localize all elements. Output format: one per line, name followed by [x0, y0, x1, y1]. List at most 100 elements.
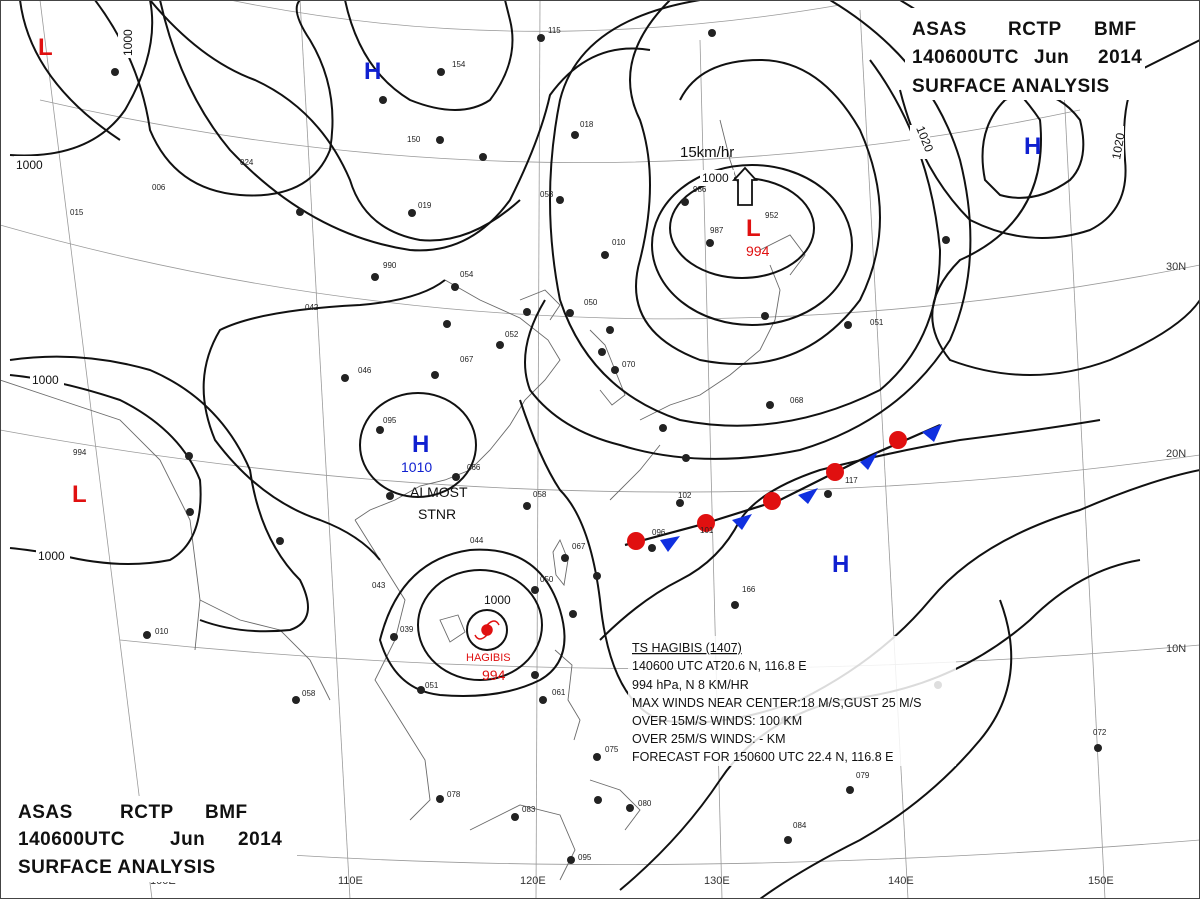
- meridian-110e: [299, 0, 351, 899]
- station-value: 018: [580, 120, 594, 129]
- title-block-top: ASAS RCTP BMF 140600UTC Jun 2014 SURFACE…: [905, 8, 1145, 100]
- longitude-label: 140E: [888, 875, 914, 887]
- typhoon-info-line: OVER 15M/S WINDS: 100 KM: [632, 714, 802, 728]
- coast-mindanao: [589, 779, 641, 831]
- motion-speed-label: 15km/hr: [680, 144, 734, 161]
- station-value: 072: [1093, 728, 1107, 737]
- title-station: RCTP: [1008, 19, 1062, 40]
- coordinate-labels: 100E 110E 120E 130E 140E 150E 30N 20N 10…: [150, 261, 1186, 887]
- isobar-low-ring-2: [651, 164, 853, 326]
- parallel-20n: [0, 429, 1200, 493]
- station-value: 052: [505, 330, 519, 339]
- isobar-1020-west: [899, 39, 1200, 239]
- isobar-low-ring-5: [524, 0, 972, 460]
- station-value: 024: [240, 158, 254, 167]
- typhoon-info-box: TS HAGIBIS (1407) 140600 UTC AT20.6 N, 1…: [628, 636, 956, 766]
- stationary-front: [624, 423, 942, 552]
- isobar-hagibis-1000-inner: [466, 609, 508, 651]
- station-value: 068: [790, 396, 804, 405]
- title-datetime: 140600UTC: [18, 829, 125, 850]
- isobar-hagibis-ring-3: [378, 548, 566, 697]
- motion-arrow-icon: [731, 166, 759, 206]
- station-value: 010: [155, 627, 169, 636]
- isobar-hagibis-ring-2: [417, 569, 543, 681]
- typhoon-info-line: OVER 25M/S WINDS: - KM: [632, 732, 786, 746]
- isobar-label-1000: 1000: [16, 158, 43, 172]
- station-value: 150: [407, 135, 421, 144]
- station-value: 039: [400, 625, 414, 634]
- station-value: 084: [793, 821, 807, 830]
- station-value: 987: [710, 226, 724, 235]
- station-value: 054: [460, 270, 474, 279]
- longitude-label: 120E: [520, 875, 546, 887]
- isobar-top-ridge: [149, 0, 521, 242]
- motion-annotation: 15km/hr ALMOST STNR: [410, 144, 759, 522]
- station-value: 051: [870, 318, 884, 327]
- station-value: 066: [467, 463, 481, 472]
- high-centre-letter: H: [364, 58, 381, 85]
- isobar-nw-a: [9, 0, 154, 157]
- isobar-pacific-outer: [599, 419, 1101, 641]
- low-centre-value: 994: [746, 243, 770, 259]
- station-value: 994: [73, 448, 87, 457]
- warm-semicircle: [627, 532, 645, 550]
- isobar-china-high: [359, 392, 477, 498]
- isobar-label-1020: 1020: [1109, 131, 1127, 160]
- isobar-labels: 1000 1000 1000 1000 1000 1000 1020 1020: [14, 28, 1128, 608]
- isobar-label-1000: 1000: [32, 373, 59, 387]
- coast-hainan: [439, 614, 466, 643]
- longitude-label: 110E: [338, 875, 363, 887]
- station-value: 043: [372, 581, 386, 590]
- station-value: 079: [856, 771, 870, 780]
- station-value: 095: [383, 416, 397, 425]
- station-value: 010: [612, 238, 626, 247]
- isobar-ne-high-loop: [981, 92, 1085, 199]
- isobar-low-ring-4: [549, 0, 942, 427]
- isobar-china-outer: [202, 279, 446, 561]
- isobar-label-1000: 1000: [121, 29, 135, 56]
- longitude-label: 150E: [1088, 875, 1114, 887]
- station-value: 115: [548, 26, 561, 35]
- isobar-top-loop: [344, 0, 514, 111]
- station-value: 952: [765, 211, 779, 220]
- station-value: 067: [572, 542, 586, 551]
- isobar-label-1000: 1000: [702, 171, 729, 185]
- station-value: 058: [533, 490, 547, 499]
- parallel-40n: [229, 0, 841, 32]
- low-centre-letter: L: [38, 34, 53, 61]
- isobar-pacific-south: [759, 599, 1013, 899]
- high-centre-value: 1010: [401, 459, 432, 475]
- station-value: 101: [700, 526, 714, 535]
- title-block-bottom: ASAS RCTP BMF 140600UTC Jun 2014 SURFACE…: [12, 796, 297, 882]
- warm-semicircle: [826, 463, 844, 481]
- station-value: 102: [678, 491, 692, 500]
- front-cold-segments: [660, 424, 942, 552]
- station-value: 166: [742, 585, 756, 594]
- tropical-storm-pressure: 994: [482, 667, 506, 683]
- latitude-label: 10N: [1166, 643, 1186, 655]
- title-month: Jun: [170, 829, 205, 850]
- station-value: 083: [522, 805, 536, 814]
- longitude-label: 130E: [704, 875, 730, 887]
- station-plots: [111, 29, 1102, 864]
- isobar-manchuria-outer: [159, 0, 651, 252]
- station-value: 050: [584, 298, 598, 307]
- isobars: [9, 0, 1200, 899]
- title-station: RCTP: [120, 802, 174, 823]
- latitude-label: 20N: [1166, 448, 1186, 460]
- station-value: 051: [425, 681, 439, 690]
- station-value: 015: [70, 208, 84, 217]
- title-agency: ASAS: [18, 802, 73, 823]
- meridian-100e: [39, 0, 153, 899]
- station-value: 990: [383, 261, 397, 270]
- typhoon-info-line: FORECAST FOR 150600 UTC 22.4 N, 116.8 E: [632, 750, 893, 764]
- isobar-1000-west: [9, 374, 202, 565]
- almost-stnr-label: ALMOST: [410, 484, 468, 500]
- warm-semicircle: [763, 492, 781, 510]
- title-month: Jun: [1034, 47, 1069, 68]
- station-values: 115 154 150 018 024 006 015 019 990 053 …: [70, 26, 1107, 862]
- high-centre-letter: H: [1024, 133, 1041, 160]
- station-value: 053: [540, 190, 554, 199]
